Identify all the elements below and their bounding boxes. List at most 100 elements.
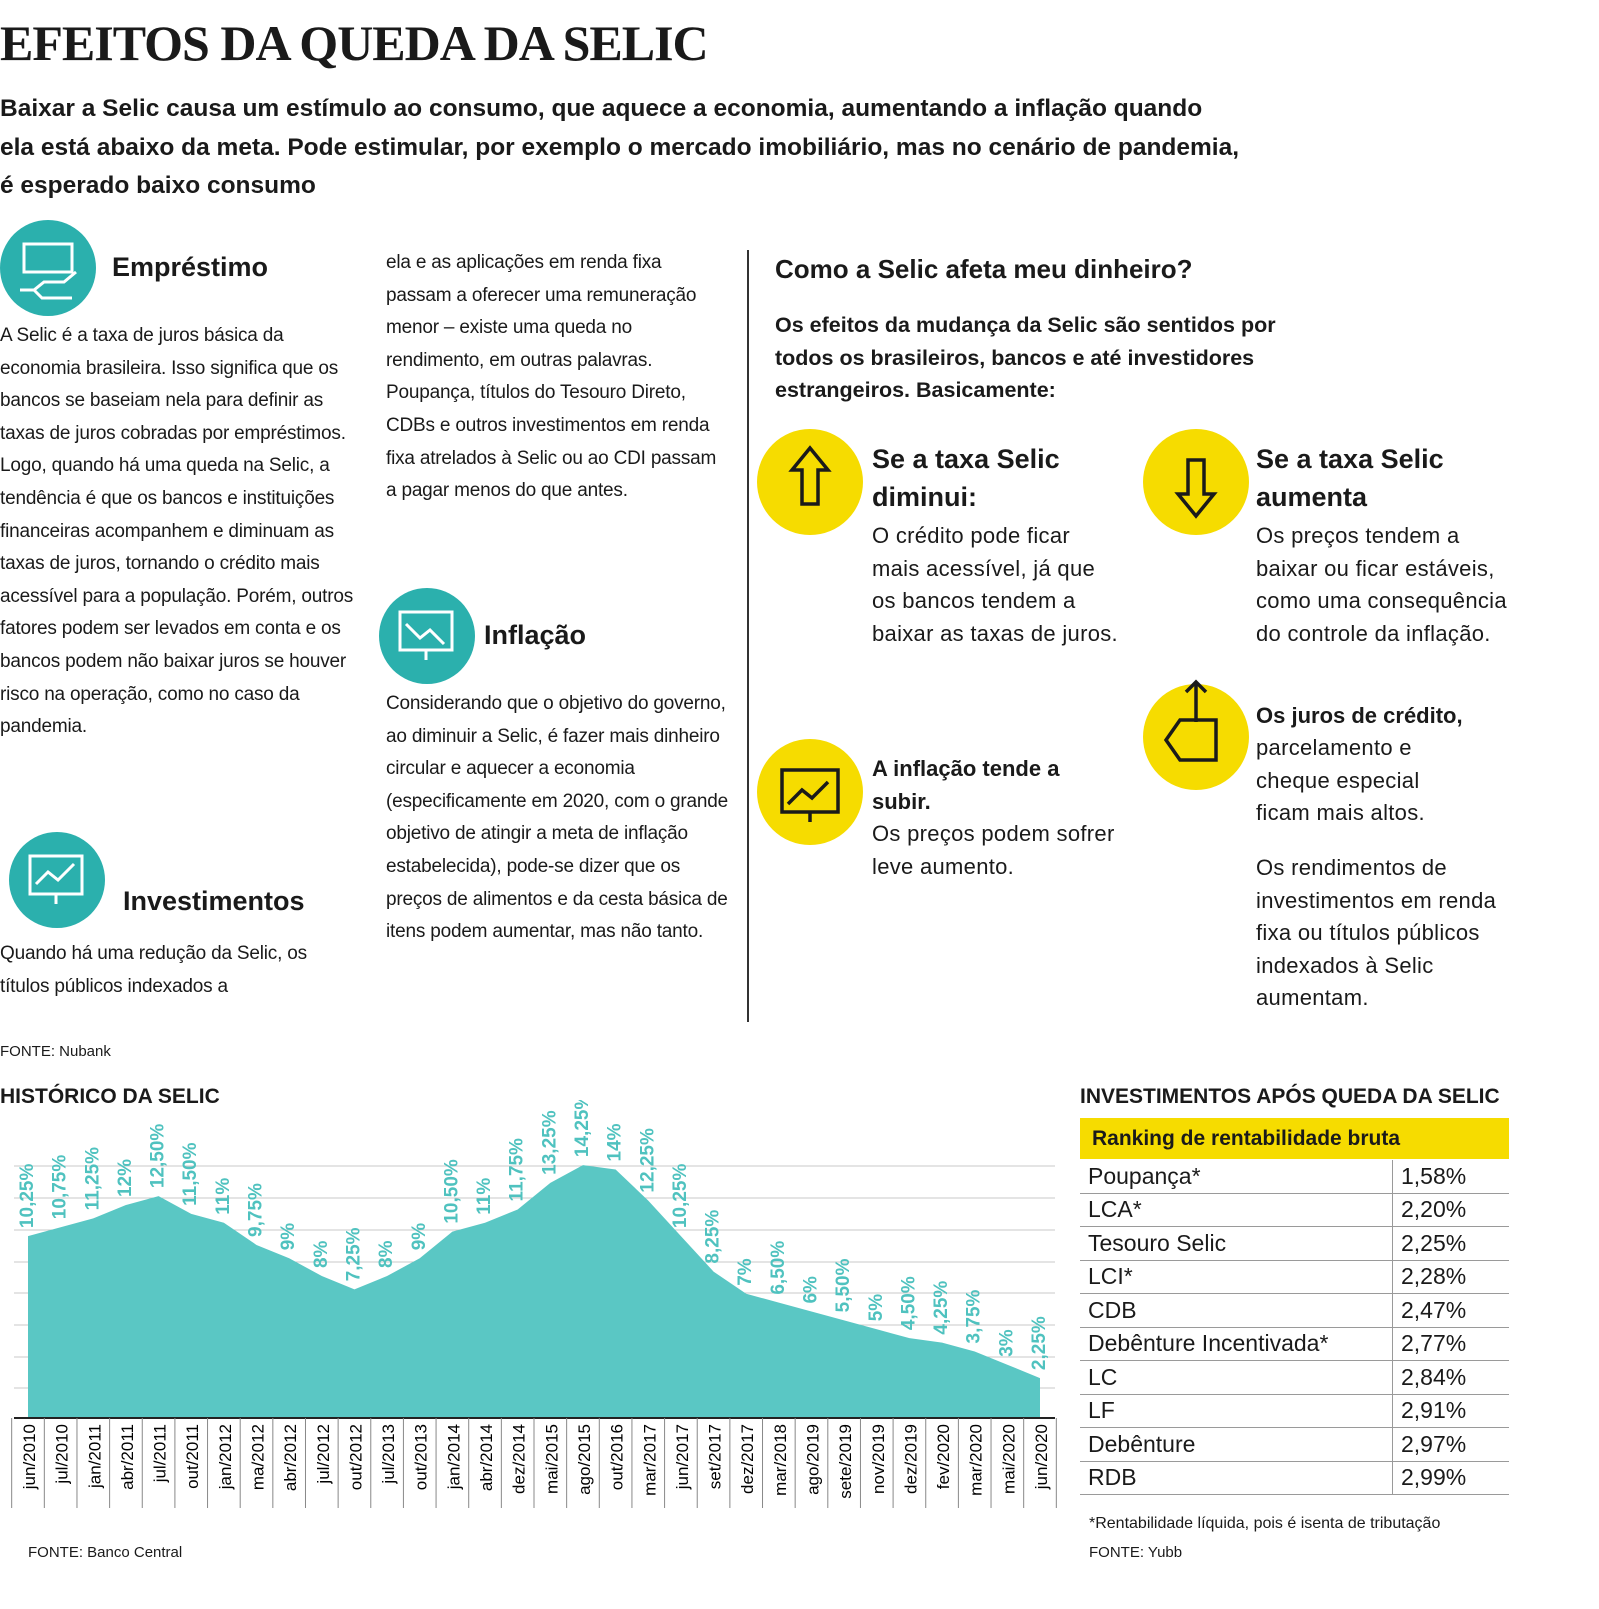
decrease-text: O crédito pode ficar mais acessível, já … bbox=[872, 523, 1118, 646]
table-name: RDB bbox=[1080, 1461, 1393, 1495]
data-label: 11% bbox=[213, 1178, 234, 1215]
table-value: 2,20% bbox=[1392, 1193, 1509, 1227]
chart: 10,25% 10,75% 11,25% 12% 12,50% 11,50% 11% 9,75… bbox=[11, 1100, 1057, 1508]
credit-text: parcelamento e cheque especial ficam mai… bbox=[1256, 735, 1425, 826]
table-row: LC 2,84% bbox=[1080, 1360, 1509, 1395]
data-label: 10,50% bbox=[441, 1159, 462, 1224]
table-name: LF bbox=[1080, 1394, 1393, 1428]
data-label: 12,50% bbox=[148, 1124, 169, 1189]
data-label: 2,25% bbox=[1029, 1316, 1050, 1370]
x-tick-label: mai/2020 bbox=[999, 1424, 1018, 1494]
data-label: 5% bbox=[866, 1294, 887, 1322]
x-tick-label: out/2016 bbox=[608, 1424, 627, 1490]
icon-lines bbox=[20, 242, 454, 904]
data-label: 7,25% bbox=[343, 1227, 364, 1281]
data-label: 10,25% bbox=[670, 1164, 691, 1229]
table-name: LCI* bbox=[1080, 1260, 1393, 1294]
data-label: 4,25% bbox=[931, 1281, 952, 1335]
x-tick-label: mai/2015 bbox=[542, 1424, 561, 1494]
table-name: LC bbox=[1080, 1360, 1393, 1395]
table-value: 2,91% bbox=[1392, 1394, 1509, 1428]
title: EFEITOS DA QUEDA DA SELIC bbox=[0, 15, 709, 71]
x-tick-label: abr/2011 bbox=[118, 1424, 137, 1490]
source: FONTE: Banco Central bbox=[28, 1544, 183, 1561]
x-tick-label: abr/2014 bbox=[477, 1424, 496, 1491]
data-label: 8% bbox=[311, 1240, 332, 1268]
investments-title: Investimentos bbox=[123, 886, 305, 916]
x-tick-label: out/2012 bbox=[346, 1424, 365, 1490]
table-value: 2,99% bbox=[1392, 1461, 1509, 1495]
yellow-icons bbox=[757, 429, 1249, 845]
impact-title: Como a Selic afeta meu dinheiro? bbox=[775, 254, 1193, 284]
increase-text: Os preços tendem a baixar ou ficar estáv… bbox=[1256, 523, 1507, 646]
table-row: Debênture 2,97% bbox=[1080, 1427, 1509, 1462]
x-tick-label: jun/2017 bbox=[673, 1424, 692, 1490]
x-tick-label: abr/2012 bbox=[281, 1424, 300, 1491]
table-row: LCA* 2,20% bbox=[1080, 1193, 1509, 1227]
data-label: 8% bbox=[376, 1240, 397, 1268]
data-label: 13,25% bbox=[539, 1110, 560, 1175]
data-label: 8,25% bbox=[703, 1210, 724, 1264]
x-tick-label: fev/2020 bbox=[934, 1424, 953, 1489]
table-name: CDB bbox=[1080, 1293, 1393, 1328]
x-tick-label: jun/2010 bbox=[20, 1424, 39, 1490]
x-tick-label: mar/2017 bbox=[640, 1424, 659, 1496]
table-name: Debênture Incentivada* bbox=[1080, 1327, 1393, 1361]
x-tick-label: sete/2019 bbox=[836, 1424, 855, 1499]
x-tick-label: jul/2012 bbox=[314, 1424, 333, 1485]
data-label: 11,25% bbox=[82, 1147, 103, 1210]
table-row: Poupança* 1,58% bbox=[1080, 1160, 1509, 1194]
data-label: 11,75% bbox=[507, 1138, 528, 1201]
yellow-icon-lines bbox=[780, 445, 1218, 822]
loan-title: Empréstimo bbox=[112, 252, 269, 282]
table-value: 2,47% bbox=[1392, 1293, 1509, 1328]
yields-text: Os rendimentos de investimentos em renda… bbox=[1256, 855, 1497, 1011]
inflation-title: Inflação bbox=[484, 620, 587, 650]
decrease-title: Se a taxa Selic diminui: bbox=[872, 444, 1060, 512]
table-row: CDB 2,47% bbox=[1080, 1293, 1509, 1328]
inflation-rises-title: A inflação tende a subir. bbox=[872, 756, 1060, 814]
table-value: 2,84% bbox=[1392, 1360, 1509, 1395]
table-row: Debênture Incentivada* 2,77% bbox=[1080, 1327, 1509, 1361]
table-value: 2,97% bbox=[1392, 1427, 1509, 1462]
source: FONTE: Nubank bbox=[0, 1043, 111, 1060]
data-label: 6% bbox=[800, 1276, 821, 1304]
data-label: 12,25% bbox=[637, 1128, 658, 1193]
footnote: *Rentabilidade líquida, pois é isenta de… bbox=[1089, 1515, 1441, 1532]
data-label: 4,50% bbox=[898, 1276, 919, 1330]
area bbox=[28, 1165, 1040, 1418]
x-tick-label: set/2017 bbox=[706, 1424, 725, 1489]
x-tick-label: ago/2015 bbox=[575, 1424, 594, 1495]
data-label: 7% bbox=[735, 1258, 756, 1286]
x-tick-label: ago/2019 bbox=[803, 1424, 822, 1495]
increase-title: Se a taxa Selic aumenta bbox=[1256, 444, 1444, 512]
table-title: INVESTIMENTOS APÓS QUEDA DA SELIC bbox=[1080, 1085, 1500, 1108]
table-value: 2,77% bbox=[1392, 1327, 1509, 1361]
data-label: 14,25% bbox=[572, 1100, 593, 1157]
data-label: 9% bbox=[409, 1223, 430, 1251]
table-header: Ranking de rentabilidade bruta bbox=[1080, 1118, 1509, 1159]
table-row: Tesouro Selic 2,25% bbox=[1080, 1226, 1509, 1261]
table-row: RDB 2,99% bbox=[1080, 1461, 1509, 1495]
inflation-text: Considerando que o objetivo do governo, … bbox=[386, 693, 728, 943]
data-label: 9% bbox=[278, 1223, 299, 1251]
investments-text: Quando há uma redução da Selic, os títul… bbox=[0, 943, 307, 997]
table-row: LF 2,91% bbox=[1080, 1394, 1509, 1428]
x-tick-label: dez/2017 bbox=[738, 1424, 757, 1494]
inflation-rises-text: Os preços podem sofrer leve aumento. bbox=[872, 821, 1115, 879]
x-tick-label: dez/2014 bbox=[510, 1424, 529, 1494]
x-tick-label: jan/2011 bbox=[85, 1424, 104, 1489]
impact-intro: Os efeitos da mudança da Selic são senti… bbox=[775, 313, 1276, 403]
x-tick-label: jan/2014 bbox=[444, 1424, 463, 1490]
data-label: 10,75% bbox=[50, 1155, 71, 1220]
table-header-text: Ranking de rentabilidade bruta bbox=[1092, 1127, 1401, 1150]
x-tick-label: nov/2019 bbox=[869, 1424, 888, 1494]
table: Poupança* 1,58% LCA* 2,20% Tesouro Selic 2,25… bbox=[1080, 1160, 1509, 1495]
x-tick-label: jan/2012 bbox=[216, 1424, 235, 1490]
table-row: LCI* 2,28% bbox=[1080, 1260, 1509, 1294]
x-tick-label: ma/2012 bbox=[249, 1424, 268, 1490]
x-tick-label: jul/2011 bbox=[151, 1424, 170, 1483]
x-tick-label: jul/2013 bbox=[379, 1424, 398, 1485]
